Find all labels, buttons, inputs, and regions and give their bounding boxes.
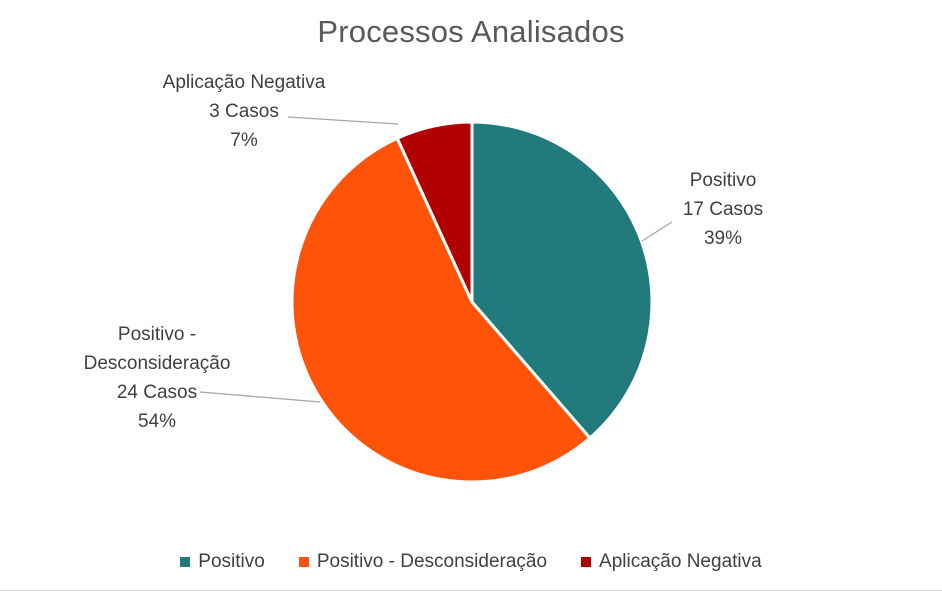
legend: Positivo Positivo - Desconsideração Apli… (0, 551, 942, 573)
legend-item-positivo: Positivo (180, 551, 265, 573)
chart-title: Processos Analisados (317, 14, 625, 49)
data-label-line: 24 Casos (117, 382, 197, 403)
data-label-aplicacao-negativa: Aplicação Negativa 3 Casos 7% (163, 72, 326, 151)
data-label-line: 17 Casos (683, 199, 763, 220)
data-label-positivo-desconsideracao: Positivo - Desconsideração 24 Casos 54% (84, 324, 231, 432)
data-label-line: 3 Casos (209, 101, 279, 122)
legend-label-aplicacao-negativa: Aplicação Negativa (599, 551, 762, 572)
data-label-line: 7% (230, 130, 258, 151)
legend-item-positivo-desconsideracao: Positivo - Desconsideração (298, 551, 548, 573)
bottom-divider (0, 590, 942, 591)
pie-slice-aplicacao-negativa (395, 120, 474, 304)
pie-slice-positivo (470, 120, 654, 440)
pie-slices (290, 120, 654, 484)
legend-label-positivo-desconsideracao: Positivo - Desconsideração (316, 551, 548, 572)
legend-swatch-positivo (180, 557, 191, 567)
data-label-line: 54% (138, 411, 176, 432)
legend-swatch-positivo-desconsideracao (298, 557, 309, 567)
data-label-positivo: Positivo 17 Casos 39% (683, 170, 763, 249)
data-labels: Positivo 17 Casos 39% Positivo - Desconsider… (84, 72, 764, 432)
legend-swatch-aplicacao-negativa (581, 557, 592, 567)
data-label-line: 39% (704, 228, 742, 249)
leader-line-aplicacao-negativa (287, 116, 399, 125)
legend-label-positivo: Positivo (198, 551, 265, 572)
data-label-line: Positivo (690, 170, 757, 191)
leader-line-positivo (641, 221, 673, 242)
data-label-line: Positivo - (118, 324, 196, 345)
pie-slice-positivo-desconsideracao (290, 136, 592, 484)
leader-line-positivo-desconsideracao (199, 391, 321, 403)
leader-lines (199, 116, 673, 403)
data-label-line: Desconsideração (84, 353, 231, 374)
data-label-line: Aplicação Negativa (163, 72, 326, 93)
legend-item-aplicacao-negativa: Aplicação Negativa (581, 551, 762, 573)
